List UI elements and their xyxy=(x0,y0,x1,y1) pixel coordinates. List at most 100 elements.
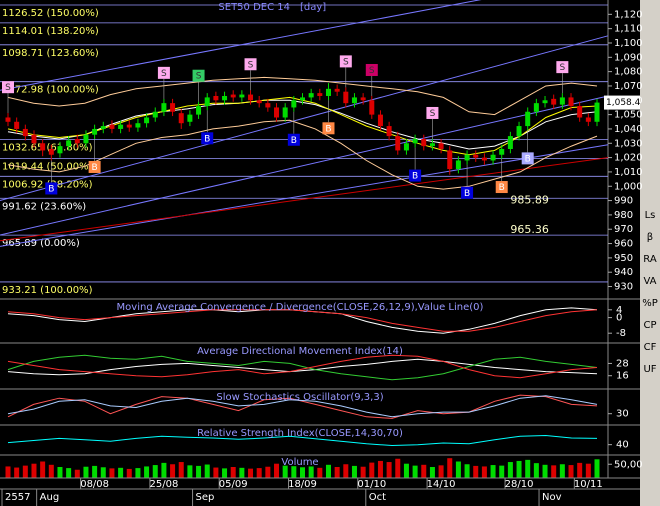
signal-box xyxy=(556,61,569,74)
candle-body xyxy=(412,138,418,144)
signal-label: B xyxy=(412,172,418,182)
candle-body xyxy=(481,157,487,161)
candle-body xyxy=(490,154,496,161)
candle-body xyxy=(31,134,37,144)
annotation: 985.89 xyxy=(510,193,548,206)
signal-box xyxy=(322,122,335,135)
toolbar-button[interactable]: %P xyxy=(642,298,658,309)
volume-bar xyxy=(265,466,271,478)
toolbar-button[interactable]: Ls xyxy=(645,210,656,221)
candle-body xyxy=(499,149,505,155)
y-tick-label: 1,100 xyxy=(614,38,643,49)
volume-bar xyxy=(455,461,461,478)
x-tick-label: 08/08 xyxy=(80,479,109,490)
indicator-line xyxy=(7,354,598,379)
candle-body xyxy=(14,121,20,129)
panel-title: Volume xyxy=(281,457,318,468)
fib-label: 1072.98 (100.00%) xyxy=(2,85,99,96)
signal-label: S xyxy=(430,109,436,119)
volume-bar xyxy=(291,466,297,478)
signal-label: B xyxy=(92,163,98,173)
signal-box xyxy=(365,63,378,76)
overlay-line xyxy=(7,76,598,116)
candle-body xyxy=(343,91,349,104)
candle-body xyxy=(239,94,245,98)
x-tick-label: Oct xyxy=(369,492,386,503)
y-tick-label: 0 xyxy=(616,313,622,324)
y-tick-label: 1,040 xyxy=(614,124,643,135)
volume-bar xyxy=(161,462,167,478)
x-tick-label: Sep xyxy=(196,492,215,503)
trendline xyxy=(0,0,482,91)
toolbar-button[interactable]: CP xyxy=(643,320,656,331)
signal-box xyxy=(201,132,214,145)
candle-body xyxy=(126,124,132,128)
candle-body xyxy=(403,143,409,151)
volume-bar xyxy=(74,469,80,478)
y-tick-label: 40 xyxy=(616,440,629,451)
volume-bar xyxy=(83,466,89,478)
candle-body xyxy=(48,149,54,155)
candle-body xyxy=(66,140,72,147)
toolbar-button[interactable]: UF xyxy=(643,364,656,375)
volume-bar xyxy=(481,466,487,478)
candle-body xyxy=(282,107,288,118)
volume-bar xyxy=(135,468,141,478)
volume-bar xyxy=(395,458,401,478)
candle-body xyxy=(369,100,375,115)
candle-body xyxy=(351,97,357,104)
x-tick-label: 28/10 xyxy=(505,479,534,490)
volume-bar xyxy=(48,464,54,478)
volume-bar xyxy=(360,466,366,478)
volume-bar xyxy=(325,464,331,478)
volume-bar xyxy=(412,465,418,478)
y-tick-label: 1,110 xyxy=(614,24,643,35)
toolbar-button[interactable]: β xyxy=(647,232,653,243)
volume-bar xyxy=(525,459,531,478)
volume-bar xyxy=(369,462,375,478)
signal-box xyxy=(495,181,508,194)
candle-body xyxy=(265,103,271,108)
candle-body xyxy=(170,103,176,112)
y-tick-label: 4 xyxy=(616,305,622,316)
candle-body xyxy=(577,106,583,118)
toolbar-button[interactable]: VA xyxy=(643,276,656,287)
candle-body xyxy=(291,100,297,108)
signal-label: B xyxy=(525,154,531,164)
candle-body xyxy=(377,114,383,127)
volume-bar xyxy=(464,464,470,478)
candle-body xyxy=(447,150,453,170)
trendline xyxy=(0,157,609,242)
volume-bar xyxy=(421,464,427,478)
toolbar-button[interactable]: CF xyxy=(644,342,657,353)
x-tick-label: Nov xyxy=(542,492,562,503)
chart-period: [day] xyxy=(300,2,326,13)
candle-body xyxy=(204,97,210,107)
volume-bar xyxy=(542,464,548,478)
candle-body xyxy=(135,123,141,128)
signal-box xyxy=(287,133,300,146)
candle-body xyxy=(92,128,98,135)
signal-label: B xyxy=(291,136,297,146)
indicator-line xyxy=(7,309,598,332)
volume-bar xyxy=(403,463,409,478)
signal-label: B xyxy=(464,189,470,199)
candle-body xyxy=(22,128,28,137)
signal-label: B xyxy=(48,184,54,194)
panel-title: Relative Strength Index(CLOSE,14,30,70) xyxy=(197,428,403,439)
volume-bar xyxy=(507,462,513,478)
y-tick-label: 940 xyxy=(614,267,633,278)
x-tick-label: Aug xyxy=(40,492,60,503)
candle-body xyxy=(256,100,262,104)
fib-label: 991.62 (23.60%) xyxy=(2,201,86,212)
toolbar-button[interactable]: RA xyxy=(643,254,657,265)
volume-bar xyxy=(213,467,219,478)
volume-bar xyxy=(377,460,383,478)
signal-box xyxy=(409,169,422,182)
signal-label: S xyxy=(369,66,375,76)
volume-bar xyxy=(92,465,98,478)
signal-label: B xyxy=(204,134,210,144)
y-tick-label: 1,120 xyxy=(614,9,643,20)
candle-body xyxy=(213,95,219,101)
